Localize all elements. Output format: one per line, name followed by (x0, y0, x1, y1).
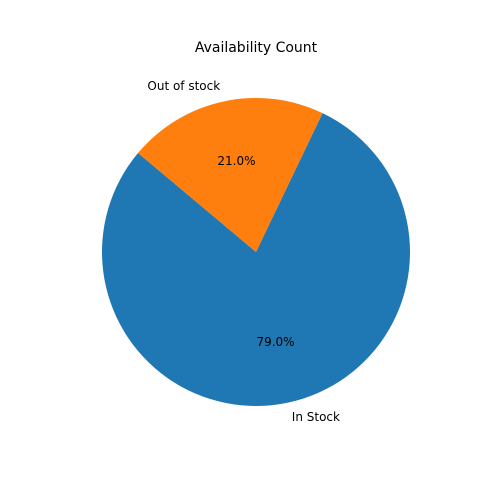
slice-label-in-stock: In Stock (292, 410, 340, 424)
chart-title: Availability Count (195, 40, 318, 56)
pct-label-in-stock: 79.0% (256, 335, 294, 349)
pct-label-out-of-stock: 21.0% (217, 154, 255, 168)
pie-slice-out-of-stock (138, 98, 323, 252)
pie-slices (101, 98, 410, 407)
pie-labels: In Stock 79.0% Out of stock 21.0% (147, 79, 340, 424)
slice-label-out-of-stock: Out of stock (147, 79, 220, 93)
pie-slice-in-stock (101, 113, 410, 407)
